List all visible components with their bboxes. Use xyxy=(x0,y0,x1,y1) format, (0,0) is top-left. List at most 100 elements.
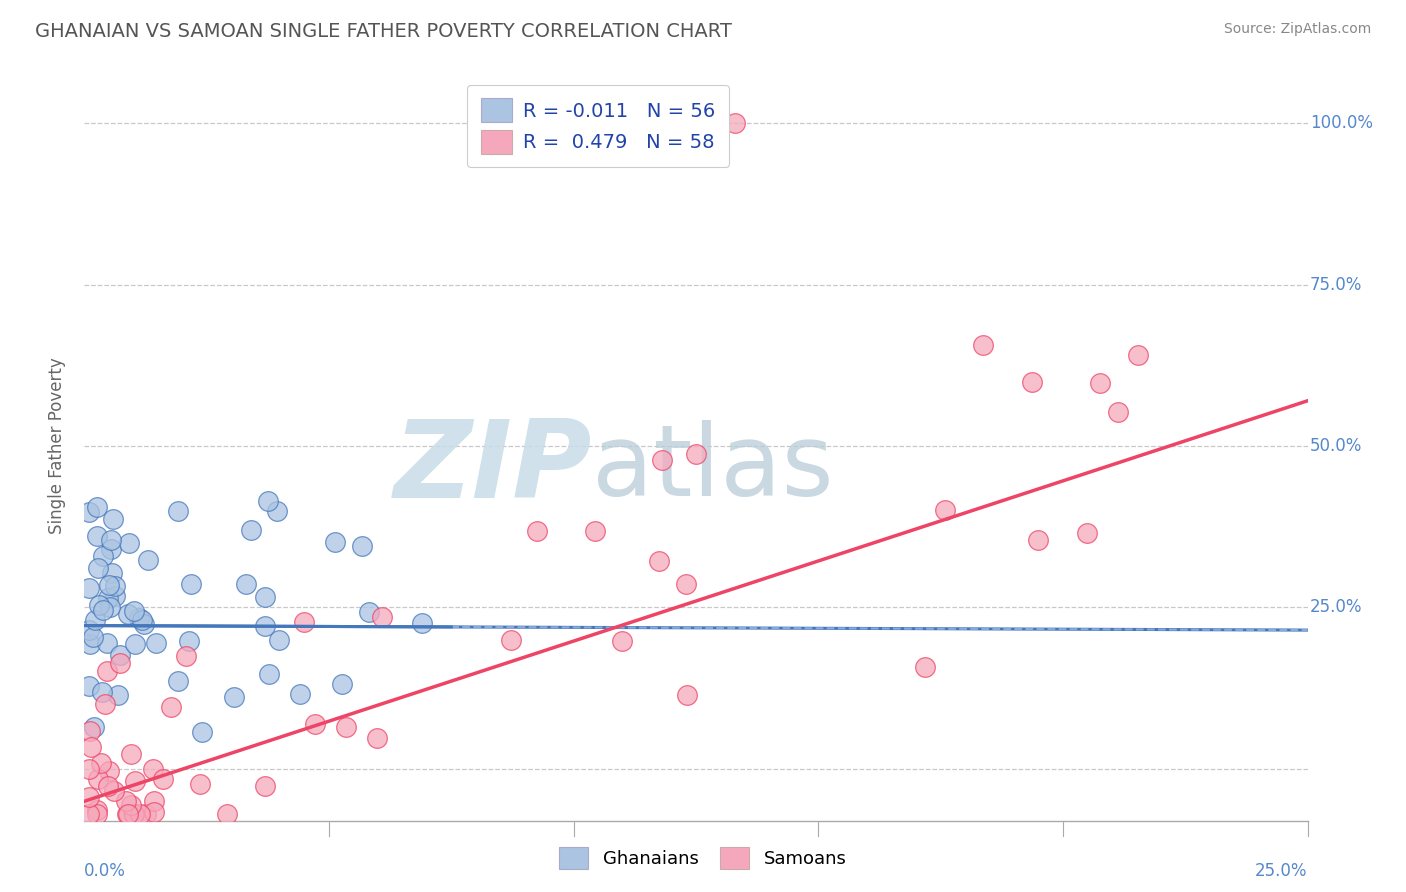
Point xyxy=(371,610,394,624)
Point xyxy=(80,740,103,755)
Point xyxy=(104,590,127,604)
Point xyxy=(240,524,263,538)
Point xyxy=(357,605,380,619)
Point xyxy=(1128,348,1150,362)
Point xyxy=(934,503,956,517)
Text: Source: ZipAtlas.com: Source: ZipAtlas.com xyxy=(1223,22,1371,37)
Text: 0.0%: 0.0% xyxy=(84,862,127,880)
Point xyxy=(217,807,239,822)
Point xyxy=(108,657,131,671)
Point xyxy=(256,494,278,508)
Point xyxy=(86,807,108,822)
Point xyxy=(86,804,108,818)
Text: 25.0%: 25.0% xyxy=(1256,862,1308,880)
Point xyxy=(120,747,142,762)
Point xyxy=(266,504,288,518)
Point xyxy=(269,633,291,648)
Point xyxy=(142,794,165,808)
Legend: R = -0.011   N = 56, R =  0.479   N = 58: R = -0.011 N = 56, R = 0.479 N = 58 xyxy=(467,85,730,168)
Point xyxy=(96,665,118,679)
Point xyxy=(167,504,190,518)
Point xyxy=(612,634,634,648)
Point xyxy=(117,807,139,822)
Point xyxy=(304,717,326,731)
Point xyxy=(526,524,548,538)
Point xyxy=(499,632,522,647)
Point xyxy=(107,688,129,702)
Point xyxy=(152,772,174,786)
Point xyxy=(188,777,211,791)
Point xyxy=(97,591,120,605)
Point xyxy=(87,598,110,612)
Point xyxy=(103,784,125,798)
Point xyxy=(79,723,101,738)
Point xyxy=(77,623,100,637)
Point xyxy=(411,616,433,631)
Point xyxy=(176,648,198,663)
Point xyxy=(77,505,100,519)
Point xyxy=(77,789,100,804)
Point xyxy=(1088,376,1111,390)
Point xyxy=(86,561,108,575)
Point xyxy=(122,604,145,618)
Point xyxy=(77,679,100,693)
Point xyxy=(110,648,132,662)
Point xyxy=(124,637,146,651)
Point xyxy=(190,725,212,739)
Point xyxy=(352,539,374,553)
Point xyxy=(143,805,166,819)
Point xyxy=(675,577,697,591)
Point xyxy=(77,807,100,822)
Point xyxy=(131,613,153,627)
Point xyxy=(1021,376,1043,390)
Point xyxy=(96,636,118,650)
Point xyxy=(651,453,673,467)
Point xyxy=(91,685,114,699)
Text: 100.0%: 100.0% xyxy=(1310,114,1374,132)
Point xyxy=(128,807,150,822)
Point xyxy=(98,577,121,591)
Point xyxy=(77,581,100,595)
Point xyxy=(86,500,108,514)
Legend: Ghanaians, Samoans: Ghanaians, Samoans xyxy=(550,838,856,879)
Point xyxy=(292,615,315,629)
Text: 25.0%: 25.0% xyxy=(1310,599,1362,616)
Point xyxy=(332,677,354,691)
Point xyxy=(91,603,114,617)
Point xyxy=(179,634,201,648)
Text: GHANAIAN VS SAMOAN SINGLE FATHER POVERTY CORRELATION CHART: GHANAIAN VS SAMOAN SINGLE FATHER POVERTY… xyxy=(35,22,733,41)
Point xyxy=(83,613,105,627)
Point xyxy=(253,780,276,794)
Point xyxy=(253,619,276,633)
Point xyxy=(1107,405,1129,419)
Y-axis label: Single Father Poverty: Single Father Poverty xyxy=(48,358,66,534)
Point xyxy=(103,512,125,526)
Point xyxy=(167,673,190,688)
Point xyxy=(235,577,257,591)
Point xyxy=(124,807,146,822)
Point xyxy=(83,720,105,734)
Point xyxy=(335,720,357,734)
Point xyxy=(972,337,994,351)
Point xyxy=(1028,533,1050,547)
Point xyxy=(100,541,122,556)
Point xyxy=(115,794,138,808)
Point xyxy=(675,688,697,702)
Point xyxy=(142,762,165,776)
Point xyxy=(135,807,157,822)
Point xyxy=(117,607,139,621)
Point xyxy=(104,579,127,593)
Text: atlas: atlas xyxy=(592,420,834,517)
Point xyxy=(77,762,100,776)
Point xyxy=(82,630,104,644)
Point xyxy=(124,774,146,789)
Point xyxy=(100,566,122,581)
Point xyxy=(118,535,141,549)
Point xyxy=(136,553,159,567)
Point xyxy=(90,756,112,770)
Point xyxy=(91,549,114,563)
Point xyxy=(222,690,245,705)
Point xyxy=(79,637,101,651)
Text: 50.0%: 50.0% xyxy=(1310,437,1362,455)
Point xyxy=(145,636,167,650)
